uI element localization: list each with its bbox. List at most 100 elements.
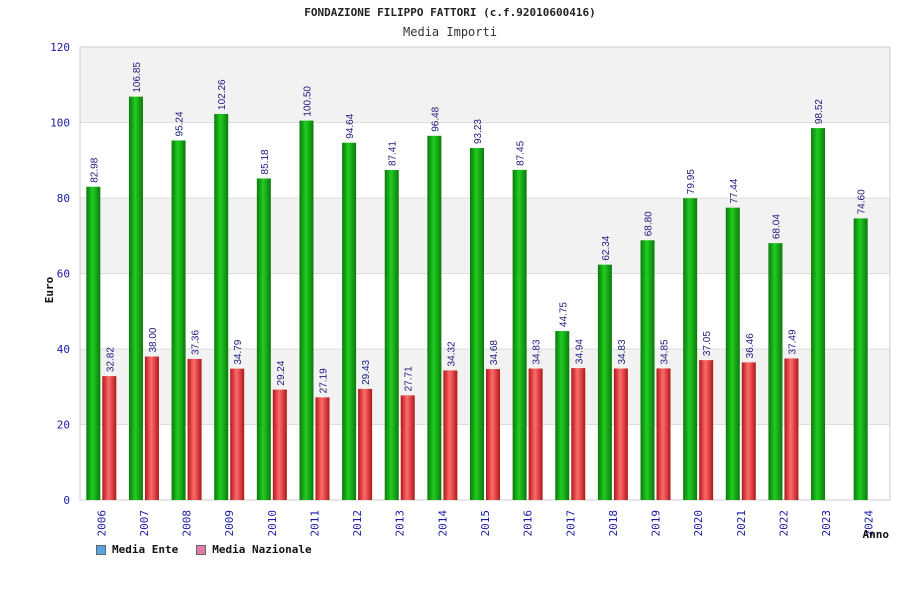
data-label: 95.24 [175,111,186,136]
bar-media-ente [342,142,357,500]
x-tick-label: 2016 [522,510,535,537]
grid-band [80,122,890,198]
data-label: 44.75 [558,302,569,327]
data-label: 36.46 [745,333,756,358]
bar-media-ente [512,169,527,500]
chart-subtitle: Media Importi [403,25,497,39]
bar-media-nazionale [571,368,586,500]
bar-media-nazionale [699,360,714,500]
axes: 0 20 40 60 80 100 120 2006 2007 2008 2009 2010 2011 2… [50,41,891,537]
data-label: 34.83 [617,339,628,364]
x-tick-label: 2015 [479,510,492,537]
bar-media-nazionale [358,388,373,500]
legend: Media Ente Media Nazionale [96,543,312,556]
bar-media-ente [470,148,484,500]
data-label: 68.04 [771,214,782,239]
bar-media-nazionale [528,368,543,500]
y-tick-label: 20 [57,419,70,432]
bar-media-ente [597,264,612,500]
x-tick-label: 2008 [181,510,194,537]
x-tick-label: 2010 [266,510,279,537]
data-label: 93.23 [473,119,484,144]
x-tick-label: 2018 [607,510,620,537]
bar-media-nazionale [400,395,415,500]
data-label: 100.50 [302,86,313,117]
data-label: 98.52 [814,99,825,124]
x-tick-label: 2023 [820,510,833,537]
x-tick-label: 2007 [138,510,151,537]
legend-swatch-media-ente [96,544,106,555]
data-label: 96.48 [430,106,441,131]
legend-swatch-media-nazionale [196,544,207,555]
bar-media-ente [768,243,783,501]
x-tick-label: 2020 [692,510,705,537]
bar-media-nazionale [784,358,799,500]
y-tick-label: 120 [50,41,70,54]
data-label: 34.79 [233,339,244,364]
legend-label-media-ente: Media Ente [112,543,179,556]
bar-media-nazionale [144,356,159,500]
grid-band [80,47,890,123]
bar-media-ente [811,128,826,500]
data-label: 106.85 [132,62,143,93]
data-label: 27.19 [318,368,329,393]
data-label: 34.85 [660,339,671,364]
x-tick-label: 2006 [95,510,108,537]
data-label: 82.98 [89,157,100,182]
bar-media-ente [683,198,698,500]
bars [86,96,868,501]
data-label: 34.32 [446,341,457,366]
x-tick-label: 2011 [308,510,321,537]
bar-media-nazionale [315,397,330,500]
bar-media-ente [384,170,399,500]
data-label: 79.95 [686,169,697,194]
y-axis-label: Euro [43,276,56,303]
data-label: 62.34 [601,235,612,260]
legend-item-media-nazionale: Media Nazionale [196,543,312,556]
bar-media-nazionale [102,376,117,500]
bar-media-nazionale [187,358,202,500]
data-label: 37.36 [191,330,202,355]
bar-media-ente [427,135,442,500]
bar-media-ente [256,178,271,500]
x-tick-label: 2014 [436,510,449,537]
y-tick-label: 80 [57,192,70,205]
data-label: 87.45 [516,140,527,165]
legend-item-media-ente: Media Ente [96,543,178,556]
data-label: 34.94 [574,339,585,364]
x-tick-label: 2017 [564,510,577,537]
data-label: 34.83 [532,339,543,364]
bar-media-ente [214,113,229,500]
data-label: 74.60 [857,189,868,214]
bar-media-ente [640,240,655,500]
bar-media-ente [725,207,740,500]
data-label: 102.26 [217,79,228,110]
data-label: 32.82 [105,347,116,372]
bar-media-ente [171,140,186,500]
x-axis-label: Anno [863,528,890,541]
x-tick-label: 2024 [863,510,876,537]
data-label: 34.68 [489,340,500,365]
y-tick-label: 40 [57,343,70,356]
bar-media-nazionale [741,362,756,500]
y-tick-label: 60 [57,268,70,281]
data-label: 37.49 [787,329,798,354]
bar-media-nazionale [486,369,500,500]
x-tick-label: 2009 [223,510,236,537]
bar-media-nazionale [656,368,671,500]
bar-media-ente [853,218,868,500]
bar-media-ente [299,120,314,501]
data-label: 77.44 [729,178,740,203]
bar-media-ente [128,96,143,501]
x-tick-label: 2013 [394,510,407,537]
x-tick-label: 2022 [777,510,790,537]
bar-media-nazionale [272,389,287,500]
plot-frame [79,46,891,501]
bar-media-ente [86,186,101,501]
x-tick-label: 2012 [351,510,364,537]
bar-media-nazionale [230,368,245,500]
x-tick-label: 2019 [650,510,663,537]
data-label: 87.41 [388,141,399,166]
data-label: 37.05 [702,331,713,356]
